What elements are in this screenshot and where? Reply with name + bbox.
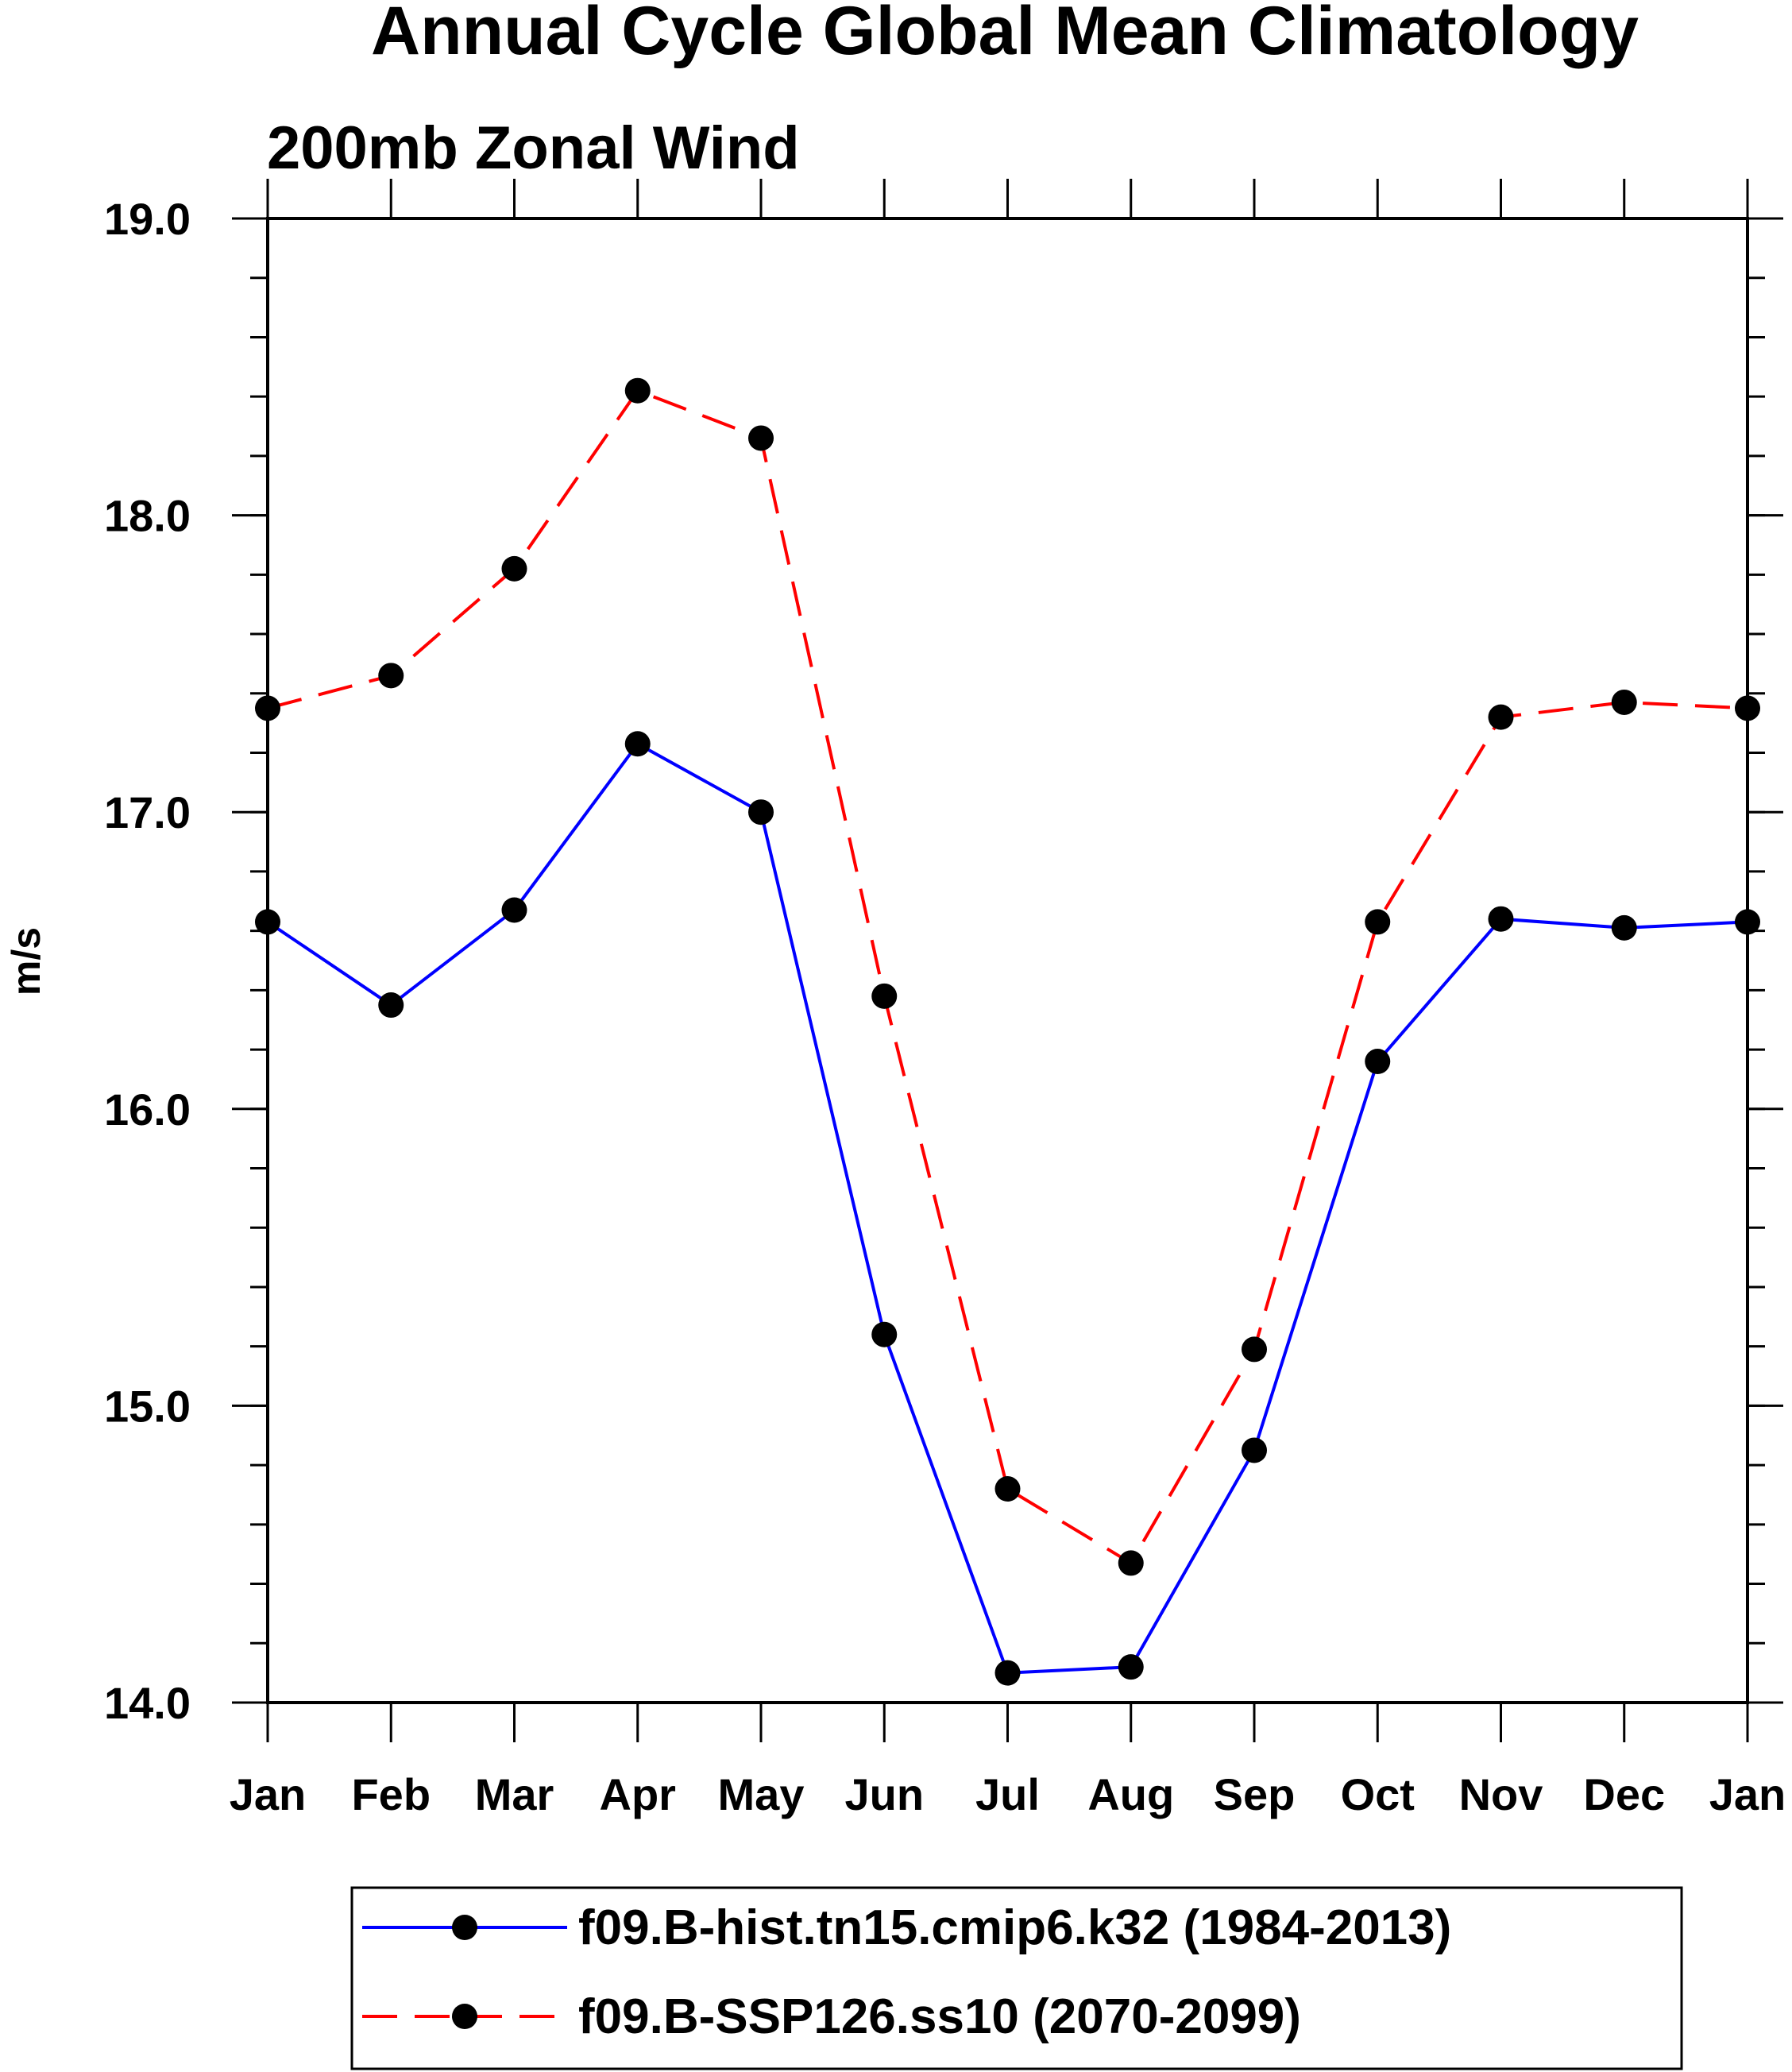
- x-tick-label: Apr: [600, 1769, 676, 1819]
- series-1-point: [1118, 1550, 1144, 1576]
- series-1-point: [501, 555, 527, 582]
- series-0-point: [1365, 1049, 1391, 1075]
- legend-marker-ssp126: [452, 2004, 477, 2029]
- series-line-1: [267, 388, 1748, 1565]
- series-0-point: [871, 1321, 898, 1347]
- x-tick-label: Jun: [844, 1769, 924, 1819]
- legend-box: [350, 1886, 1683, 2070]
- series-layer: [255, 377, 1760, 1686]
- x-tick-label: Sep: [1214, 1769, 1296, 1819]
- series-line-0: [266, 742, 1748, 1675]
- y-tick-label: 18.0: [104, 491, 191, 541]
- y-tick-labels: 14.0 15.0 16.0 17.0 18.0 19.0: [104, 194, 191, 1728]
- y-axis-label: m/s: [4, 927, 48, 995]
- series-1-point: [624, 377, 651, 404]
- y-tick-label: 19.0: [104, 194, 191, 244]
- x-tick-label: Dec: [1583, 1769, 1665, 1819]
- legend: f09.B-hist.tn15.cmip6.k32 (1984-2013) f0…: [350, 1886, 1683, 2070]
- legend-label-ssp126: f09.B-SSP126.ss10 (2070-2099): [578, 1989, 1301, 2044]
- x-tick-label: Aug: [1087, 1769, 1174, 1819]
- x-tick-label: Jan: [230, 1769, 307, 1819]
- series-0-point: [378, 992, 404, 1019]
- legend-marker-hist: [452, 1915, 477, 1940]
- series-1-point: [1242, 1336, 1267, 1363]
- series-0-point: [1735, 909, 1760, 935]
- series-1-point: [994, 1476, 1021, 1502]
- series-1-point: [871, 983, 898, 1009]
- x-tick-label: Mar: [475, 1769, 554, 1819]
- x-tick-label: May: [718, 1769, 805, 1819]
- series-1-point: [1488, 704, 1514, 730]
- series-0-point: [624, 731, 651, 757]
- series-1-point: [748, 425, 774, 451]
- x-tick-labels: Jan Feb Mar Apr May Jun Jul Aug Sep Oct Nov Dec Jan: [230, 1769, 1786, 1819]
- series-0-point: [1118, 1654, 1144, 1680]
- chart-subtitle: 200mb Zonal Wind: [267, 114, 800, 182]
- major-ticks: [232, 179, 1783, 1742]
- x-tick-label: Feb: [351, 1769, 431, 1819]
- y-tick-label: 17.0: [104, 787, 191, 837]
- series-0-point: [748, 799, 774, 825]
- series-0-point: [1611, 914, 1637, 941]
- y-tick-label: 14.0: [104, 1678, 191, 1728]
- x-tick-label: Jan: [1709, 1769, 1786, 1819]
- y-tick-label: 16.0: [104, 1084, 191, 1135]
- series-0-point: [1242, 1437, 1267, 1463]
- plot-frame: [266, 217, 1749, 1704]
- series-1-point: [378, 663, 404, 689]
- series-0-point: [1488, 906, 1514, 932]
- series-0-point: [994, 1660, 1021, 1686]
- x-tick-label: Jul: [975, 1769, 1040, 1819]
- series-1-point: [255, 695, 280, 721]
- chart-title: Annual Cycle Global Mean Climatology: [371, 0, 1639, 69]
- series-0-point: [255, 909, 280, 935]
- series-1-point: [1365, 909, 1391, 935]
- x-tick-label: Oct: [1341, 1769, 1415, 1819]
- series-1-point: [1735, 695, 1760, 721]
- series-0-point: [501, 897, 527, 923]
- legend-label-hist: f09.B-hist.tn15.cmip6.k32 (1984-2013): [578, 1900, 1451, 1955]
- y-tick-label: 15.0: [104, 1381, 191, 1431]
- series-1-point: [1611, 689, 1637, 715]
- x-tick-label: Nov: [1459, 1769, 1543, 1819]
